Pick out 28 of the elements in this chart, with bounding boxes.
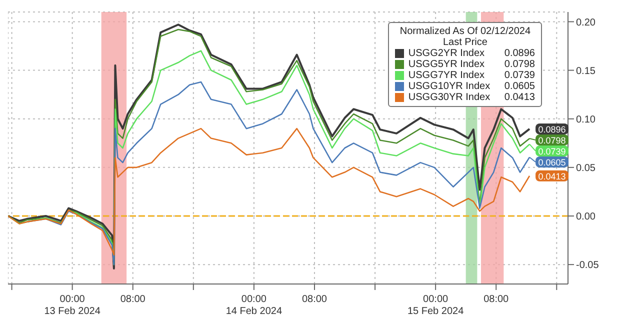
text: 0.0605 xyxy=(504,81,535,92)
legend-label: USGG2YR Index xyxy=(408,48,486,59)
legend-label: USGG7YR Index xyxy=(408,70,486,81)
y-tick-label: 0.00 xyxy=(576,212,596,223)
x-tick-label: 08:00 xyxy=(484,294,510,305)
x-tick-label: 08:00 xyxy=(120,294,146,305)
legend-title: Normalized As Of 02/12/2024 Last Price xyxy=(398,26,532,48)
data-label: 0.0605 xyxy=(538,157,566,168)
x-tick-label: 00:00 14 Feb 2024 xyxy=(226,294,282,317)
legend-label: USGG10YR Index xyxy=(408,81,492,92)
y-tick-label: 0.15 xyxy=(576,66,596,77)
y-tick-label: -0.05 xyxy=(576,260,600,272)
text: 0.0798 xyxy=(504,59,535,70)
y-tick-label: 0.10 xyxy=(576,114,596,126)
data-label: 0.0739 xyxy=(538,146,566,156)
legend-label: USGG5YR Index xyxy=(408,59,486,70)
text: 0.0413 xyxy=(504,92,535,103)
y-tick-label: 0.20 xyxy=(576,17,596,28)
data-label: 0.0798 xyxy=(538,135,566,146)
x-tick-label: 00:00 13 Feb 2024 xyxy=(44,294,101,317)
text: 0.0739 xyxy=(504,70,535,81)
x-tick-label: 08:00 xyxy=(302,294,328,305)
legend-label: USGG30YR Index xyxy=(408,92,492,103)
data-label: 0.0896 xyxy=(538,124,566,134)
y-tick-label: 0.05 xyxy=(576,162,596,174)
x-tick-label: 00:00 15 Feb 2024 xyxy=(407,294,464,317)
data-label: 0.0413 xyxy=(538,171,566,182)
text: 0.0896 xyxy=(504,48,535,59)
